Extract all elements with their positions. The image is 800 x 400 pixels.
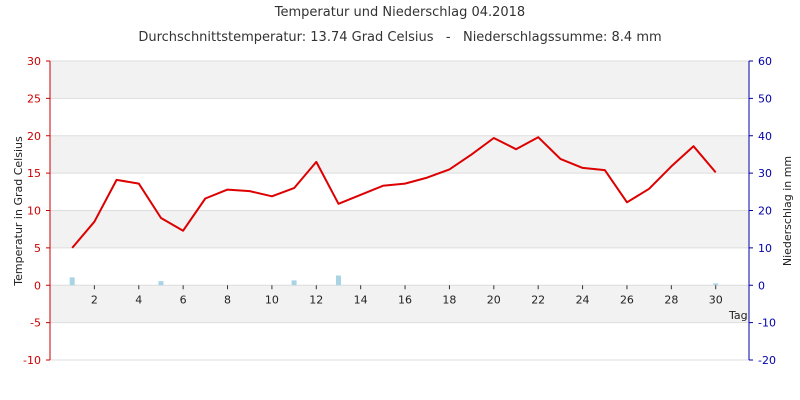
x-tick-label: 8 (224, 293, 231, 306)
y-left-axis-ticks: -10 -5 0 5 10 15 20 25 30 (23, 55, 50, 367)
background-band (50, 322, 749, 360)
precipitation-bars (69, 275, 719, 286)
y-left-tick-label: -5 (30, 317, 41, 330)
background-band (50, 98, 749, 136)
background-band (50, 61, 749, 99)
x-tick-label: 18 (442, 293, 456, 306)
x-tick-label: 16 (398, 293, 412, 306)
y-left-tick-label: 25 (27, 92, 41, 105)
y-right-tick-label: -10 (758, 317, 776, 330)
y-left-tick-label: 0 (34, 279, 41, 292)
y-right-tick-label: 50 (758, 92, 772, 105)
x-tick-label: 2 (91, 293, 98, 306)
y-left-tick-label: 20 (27, 130, 41, 143)
temperature-line-group (71, 136, 717, 249)
y-right-axis-ticks: -20 -10 0 10 20 30 40 50 60 (749, 55, 776, 367)
background-band (50, 173, 749, 211)
y-right-tick-label: 0 (758, 279, 765, 292)
background-band (50, 285, 749, 323)
precipitation-bar (69, 277, 75, 286)
x-tick-label: 22 (531, 293, 545, 306)
y-right-tick-label: -20 (758, 354, 776, 367)
y-right-tick-label: 40 (758, 130, 772, 143)
chart-subtitle: Durchschnittstemperatur: 13.74 Grad Cels… (138, 30, 661, 45)
background-band (50, 210, 749, 248)
x-tick-label: 10 (265, 293, 279, 306)
y-left-tick-label: 10 (27, 205, 41, 218)
y-left-tick-label: 15 (27, 167, 41, 180)
y-right-tick-label: 30 (758, 167, 772, 180)
background-band (50, 247, 749, 286)
precipitation-bar (158, 281, 164, 286)
y-left-tick-label: 30 (27, 55, 41, 68)
precipitation-bar (713, 283, 719, 286)
temperature-line (71, 136, 717, 249)
x-tick-label: 26 (620, 293, 634, 306)
x-tick-label: 12 (309, 293, 323, 306)
y-right-axis-title: Niederschlag in mm (781, 156, 794, 266)
x-axis-title: Tag (728, 309, 748, 322)
y-left-tick-label: -10 (23, 354, 41, 367)
x-tick-label: 30 (709, 293, 723, 306)
y-left-axis-title: Temperatur in Grad Celsius (12, 136, 25, 287)
y-right-tick-label: 10 (758, 242, 772, 255)
precipitation-bar (291, 280, 297, 286)
y-left-tick-label: 5 (34, 242, 41, 255)
y-right-tick-label: 20 (758, 205, 772, 218)
chart-title: Temperatur und Niederschlag 04.2018 (274, 5, 525, 20)
x-tick-label: 24 (576, 293, 590, 306)
precipitation-bar (335, 275, 341, 286)
grid-lines (50, 60, 749, 361)
x-axis-ticks: 2 4 6 8 10 12 14 16 18 20 22 24 26 28 30 (91, 285, 723, 306)
background-band (50, 135, 749, 174)
x-tick-label: 6 (180, 293, 187, 306)
x-tick-label: 28 (664, 293, 678, 306)
x-tick-label: 4 (135, 293, 142, 306)
background-bands (50, 61, 749, 360)
y-right-tick-label: 60 (758, 55, 772, 68)
x-tick-label: 14 (354, 293, 368, 306)
x-tick-label: 20 (487, 293, 501, 306)
